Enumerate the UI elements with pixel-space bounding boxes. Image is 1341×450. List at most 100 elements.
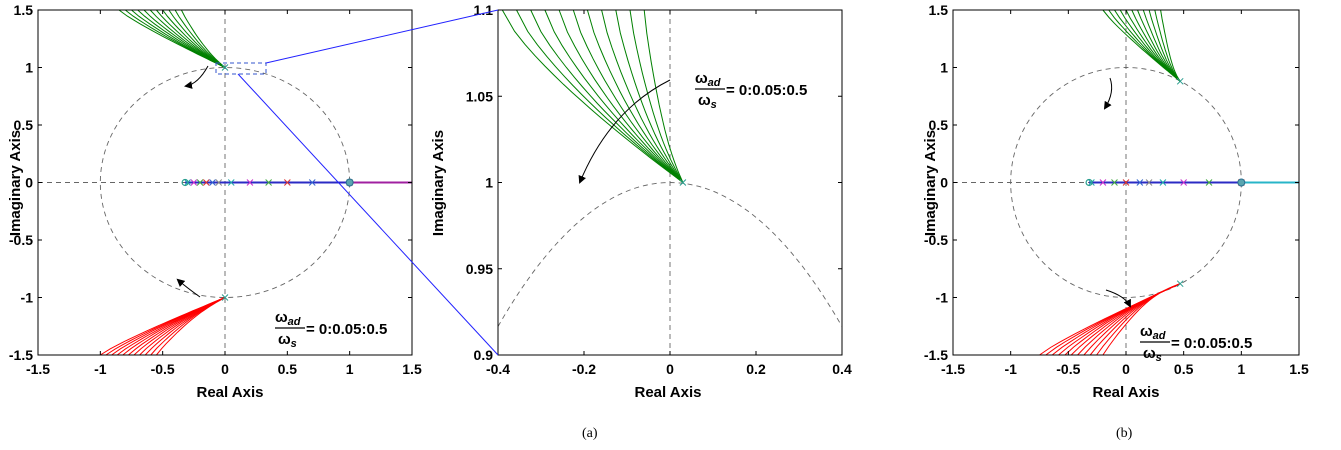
direction-arrow [1103,77,1113,110]
locus-branch-0-8 [168,9,226,68]
real-axis-marker [190,179,198,186]
real-axis-marker [1180,179,1188,186]
real-axis-marker [209,179,216,186]
annotation-sub-s: s [291,338,297,350]
locus-branch-0-0 [501,9,684,183]
zero-marker [181,178,189,187]
locus-branch-0-4 [558,9,684,183]
x-tick-label: -0.4 [486,361,510,377]
y-tick-label: -1 [21,290,34,306]
y-tick-label: 1.05 [466,88,493,104]
annotation-sub-ad: ad [708,77,721,89]
x-tick-label: -1.5 [26,361,50,377]
x-axis-label: Real Axis [197,384,264,401]
real-axis-marker [1159,179,1167,186]
x-tick-label: 1 [346,361,354,377]
annotation-omega: ω [278,331,291,348]
locus-branch-0-7 [601,9,684,183]
real-axis-marker [265,179,272,186]
real-axis-marker [1111,179,1118,186]
annotation-omega: ω [698,92,711,109]
x-tick-label: 0.5 [1174,361,1194,377]
y-tick-label: -1.5 [924,347,948,363]
pole-marker [1176,280,1184,288]
locus-branch-0-2 [530,9,684,183]
x-tick-label: -0.5 [1056,361,1080,377]
direction-arrow [176,278,201,298]
annotation-denominator: ωs [278,331,297,350]
y-axis-label: Imaginary Axis [7,130,24,236]
annotation-sub-ad: ad [1153,330,1166,342]
pole-marker [221,294,229,301]
caption-b: (b) [1116,426,1133,441]
x-tick-label: 0.4 [832,361,852,377]
real-axis-marker [283,179,291,186]
real-axis-marker [1122,179,1130,186]
real-axis-marker [1145,179,1153,186]
annotation-omega: ω [1143,345,1156,362]
real-axis-marker [1205,179,1213,186]
caption-a: (a) [582,426,598,441]
y-axis-label: Imaginary Axis [922,130,939,236]
zero-marker [1085,178,1093,187]
locus-branch-0-6 [586,9,684,183]
locus-branch-0-3 [544,9,684,183]
locus-branch-0-10 [180,9,226,68]
y-tick-label: 0.5 [14,117,34,133]
y-tick-label: 0 [940,175,948,191]
connector-line-bottom [237,73,499,356]
y-tick-label: 1.5 [929,2,949,18]
y-tick-label: 1.1 [474,2,494,18]
annotation-sub-s: s [711,99,717,111]
y-tick-label: 1 [25,60,33,76]
panel-right: -1.5 -1 -0.5 0 0.5 1 1.5 -1.5 -1 -0.5 0 0.5 1 1.5 Real… [922,2,1309,401]
locus-branch-0-9 [1154,9,1181,82]
x-axis-label: Real Axis [1093,384,1160,401]
pole-marker [1176,77,1184,85]
annotation-range: = 0:0.05:0.5 [726,82,807,99]
real-axis-marker [246,179,254,186]
annotation-denominator: ωs [1143,345,1162,364]
real-axis-marker [215,179,223,186]
x-tick-label: -0.5 [151,361,175,377]
y-tick-label: 0.9 [474,347,494,363]
panel-left: -1.5 -1 -0.5 0 0.5 1 1.5 -1.5 -1 -0.5 0 0.5 1 1.5 Real… [7,2,422,401]
x-tick-label: -1 [94,361,107,377]
real-axis-marker [1088,179,1095,186]
y-tick-label: 0 [25,175,33,191]
pole-marker [679,179,687,186]
annotation-omega: ω [695,70,708,87]
annotation-numerator: ωad [1140,323,1166,342]
annotation-numerator: ωad [695,70,721,89]
locus-branch-0-1 [516,9,684,183]
zoom-region-box [215,62,267,75]
unit-zero-marker [1237,178,1246,187]
pole-marker [221,64,229,71]
annotation-range: = 0:0.05:0.5 [306,321,387,338]
y-tick-label: -1 [936,290,949,306]
annotation-denominator: ωs [698,92,717,111]
x-tick-label: 1.5 [1289,361,1309,377]
locus-branch-1-7 [139,297,226,356]
annotation-omega: ω [275,309,288,326]
annotation-sub-ad: ad [288,316,301,328]
panel-zoom: -0.4 -0.2 0 0.2 0.4 0.9 0.95 1 1.05 1.1 Real Axis I… [430,2,852,401]
locus-branch-0-10 [643,9,684,183]
direction-arrow [1105,289,1131,308]
unit-circle-arc [497,182,843,327]
y-tick-label: 0.95 [466,261,493,277]
direction-arrow [578,79,671,184]
real-axis-marker [196,179,204,186]
locus-branch-1-6 [133,297,226,356]
locus-branch-0-8 [615,9,684,183]
connector-line-top [265,9,499,64]
locus-branch-0-10 [1160,9,1181,82]
y-tick-label: 1 [940,60,948,76]
x-tick-label: -0.2 [572,361,596,377]
locus-branch-0-9 [629,9,684,183]
real-axis-marker [308,179,316,186]
x-tick-label: 1.5 [402,361,422,377]
real-axis-marker [202,179,210,186]
y-axis-label: Imaginary Axis [430,130,447,236]
locus-branch-0-5 [572,9,684,183]
